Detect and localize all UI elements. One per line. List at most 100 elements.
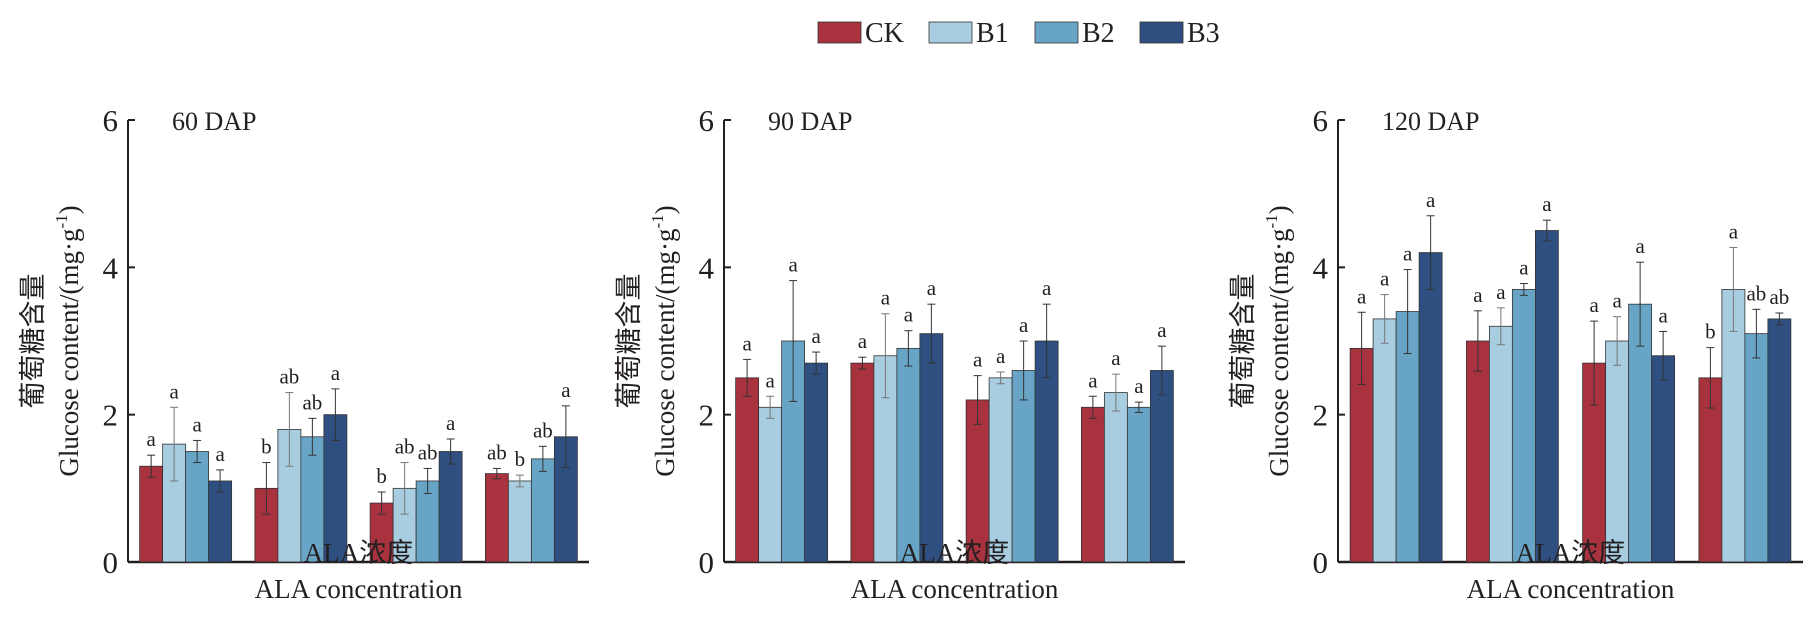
legend-label-ck: CK <box>865 18 904 49</box>
bar-b1-a3 <box>507 480 532 563</box>
significance-letter: ab <box>533 418 553 442</box>
significance-letter: a <box>1088 368 1098 392</box>
bar-ck-a3 <box>1080 406 1105 563</box>
legend-label-b2: B2 <box>1082 18 1115 49</box>
chart-panel-3: 0 2 4 6 120 DAP 葡萄糖含量 Glucose content/(mg·g-1)… <box>1228 103 1803 604</box>
significance-letter: ab <box>1746 281 1766 305</box>
x-axis-label: ALA concentration <box>255 574 463 604</box>
significance-letter: a <box>446 411 456 435</box>
bar-b2-a3 <box>1126 406 1151 563</box>
y-axis-label: Glucose content/(mg·g-1) <box>1262 205 1294 476</box>
bar-b3-a3 <box>1149 370 1174 563</box>
y-axis-label-sup: -1 <box>648 214 667 228</box>
y-tick-label: 4 <box>699 250 715 285</box>
y-axis-label: Glucose content/(mg·g-1) <box>648 205 680 476</box>
significance-letter: b <box>376 464 387 488</box>
significance-letter: b <box>1705 320 1716 344</box>
chart-panel-2: 0 2 4 6 90 DAP 葡萄糖含量 Glucose content/(mg·g-1) A… <box>614 103 1185 604</box>
x-axis-label: ALA concentration <box>851 574 1059 604</box>
significance-letter: b <box>261 435 272 459</box>
legend-label-b3: B3 <box>1187 18 1220 49</box>
significance-letter: a <box>973 348 983 372</box>
x-axis-label-cn: ALA浓度 <box>304 538 414 568</box>
significance-letter: a <box>1589 293 1599 317</box>
bar-b1-a1 <box>1488 325 1513 563</box>
bar-b1-a2 <box>1605 340 1630 563</box>
significance-letter: a <box>904 303 914 327</box>
significance-letter: a <box>742 331 752 355</box>
significance-letter: ab <box>302 390 322 414</box>
significance-letter: a <box>1519 256 1529 280</box>
y-tick-label: 4 <box>1313 250 1329 285</box>
y-axis-label-main: Glucose content/(mg·g <box>1264 228 1294 476</box>
bar-b3-a2 <box>1651 355 1676 563</box>
significance-letter: a <box>1042 276 1052 300</box>
x-axis-label: ALA concentration <box>1467 574 1675 604</box>
y-axis-label-end: ) <box>650 205 680 214</box>
significance-letter: a <box>996 344 1006 368</box>
significance-letter: a <box>1403 242 1413 266</box>
significance-letter: a <box>927 276 937 300</box>
legend-swatch-b3 <box>1139 21 1184 44</box>
significance-letter: a <box>788 253 798 277</box>
significance-letter: a <box>215 442 225 466</box>
legend-swatch-b2 <box>1034 21 1079 44</box>
significance-letter: a <box>331 361 341 385</box>
bar-ck-a1 <box>1465 340 1490 563</box>
bar-b2-a3 <box>530 458 555 563</box>
bar-ck-a0 <box>735 377 760 563</box>
bar-b2-a1 <box>1511 289 1536 563</box>
bar-b3-a0 <box>804 362 829 563</box>
y-tick-label: 2 <box>103 398 119 433</box>
bar-b2-a3 <box>1744 333 1769 563</box>
y-axis-label-cn: 葡萄糖含量 <box>614 274 644 409</box>
significance-letter: ab <box>487 440 507 464</box>
bar-b2-a1 <box>896 347 921 563</box>
significance-letter: a <box>1426 188 1436 212</box>
significance-letter: a <box>881 286 891 310</box>
bar-b3-a2 <box>438 451 463 563</box>
bar-b1-a0 <box>758 406 783 563</box>
bar-ck-a3 <box>484 473 509 563</box>
significance-letter: a <box>1157 318 1167 342</box>
significance-letter: a <box>1635 234 1645 258</box>
bar-b1-a3 <box>1103 392 1128 563</box>
legend: CK B1 B2 B3 <box>817 18 1220 49</box>
significance-letter: a <box>1612 289 1622 313</box>
bar-ck-a1 <box>850 362 875 563</box>
significance-letter: a <box>1134 374 1144 398</box>
y-tick-label: 0 <box>699 545 715 580</box>
significance-letter: a <box>561 378 571 402</box>
chart-panel-1: 0 2 4 6 60 DAP 葡萄糖含量 Glucose content/(mg·g-1) A… <box>18 103 589 604</box>
significance-letter: a <box>1357 284 1367 308</box>
panel-title: 120 DAP <box>1382 107 1480 136</box>
significance-letter: a <box>1380 267 1390 291</box>
y-tick-label: 2 <box>699 398 715 433</box>
panel-title: 90 DAP <box>768 107 853 136</box>
significance-letter: a <box>1496 280 1506 304</box>
y-axis-label-sup: -1 <box>52 214 71 228</box>
significance-letter: a <box>858 329 868 353</box>
significance-letter: a <box>1729 219 1739 243</box>
bar-b3-a0 <box>208 480 233 563</box>
significance-letter: a <box>1111 346 1121 370</box>
legend-swatch-ck <box>817 21 862 44</box>
significance-letter: a <box>1019 313 1029 337</box>
bar-b2-a0 <box>185 451 210 563</box>
significance-letter: a <box>1658 303 1668 327</box>
significance-letter: b <box>515 447 526 471</box>
significance-letter: a <box>1473 283 1483 307</box>
significance-letter: ab <box>1769 285 1789 309</box>
bar-b1-a0 <box>1372 318 1397 563</box>
bar-b3-a1 <box>1534 230 1559 563</box>
y-tick-label: 6 <box>699 103 715 138</box>
significance-letter: a <box>1542 192 1552 216</box>
y-tick-label: 0 <box>103 545 119 580</box>
significance-letter: a <box>765 368 775 392</box>
y-axis-label: Glucose content/(mg·g-1) <box>52 205 84 476</box>
bar-b3-a0 <box>1418 252 1443 563</box>
y-tick-label: 4 <box>103 250 119 285</box>
significance-letter: a <box>811 324 821 348</box>
bar-b3-a1 <box>919 333 944 563</box>
